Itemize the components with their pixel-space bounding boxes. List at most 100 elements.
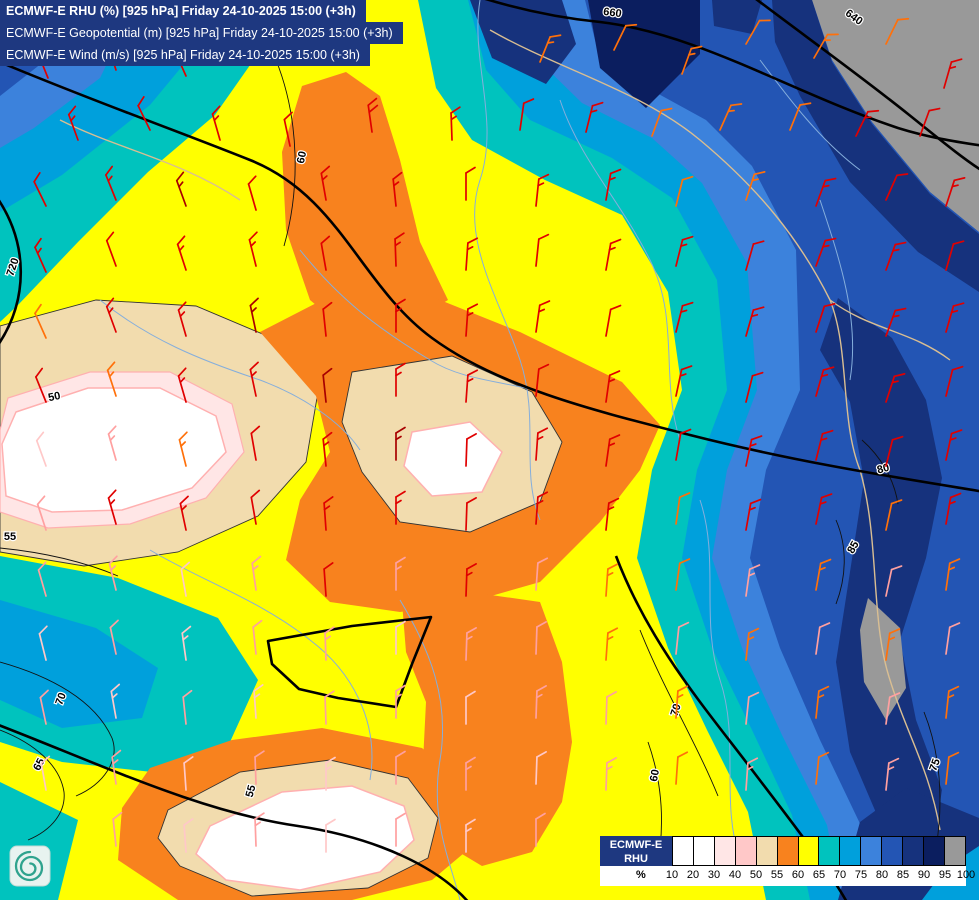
wind-barb bbox=[535, 750, 547, 785]
wind-barb bbox=[38, 625, 48, 661]
wind-barb bbox=[179, 495, 189, 531]
rhu-contour-line bbox=[0, 547, 119, 577]
wind-barb bbox=[885, 628, 901, 661]
wind-barb bbox=[885, 307, 907, 337]
rivers bbox=[99, 0, 861, 900]
wind-barb bbox=[675, 235, 694, 267]
river-line bbox=[299, 249, 561, 401]
wind-barb bbox=[605, 168, 622, 201]
wind-barb bbox=[395, 426, 406, 461]
logo-spiral-icon bbox=[14, 850, 44, 882]
header-line-rhu: ECMWF-E RHU (%) [925 hPa] Friday 24-10-2… bbox=[0, 0, 366, 22]
wind-barb bbox=[395, 556, 406, 591]
wind-barb bbox=[681, 45, 703, 75]
legend-tick-value: 100 bbox=[956, 869, 976, 881]
wind-barb bbox=[250, 489, 261, 525]
wind-barb bbox=[605, 304, 622, 337]
wind-barb bbox=[675, 175, 694, 207]
wind-barb bbox=[33, 171, 47, 207]
wind-barb bbox=[535, 233, 550, 267]
spiral-logo bbox=[9, 845, 51, 887]
wind-barb bbox=[283, 111, 293, 147]
wind-barb bbox=[395, 298, 406, 333]
wind-barb bbox=[211, 105, 221, 141]
wind-barb bbox=[651, 107, 673, 137]
wind-barb bbox=[465, 496, 477, 531]
rhu-contour-line bbox=[0, 729, 65, 841]
wind-barb bbox=[395, 812, 406, 847]
wind-barb bbox=[675, 428, 692, 461]
wind-barb bbox=[535, 427, 549, 461]
contour-labels: 7206606406050557065557060808575 bbox=[3, 5, 944, 800]
wind-barb bbox=[885, 17, 910, 45]
legend-tick-value: 30 bbox=[707, 869, 721, 881]
wind-barb bbox=[745, 306, 765, 337]
wind-barb bbox=[605, 434, 621, 467]
rhu-contour-label: 50 bbox=[47, 390, 61, 404]
wind-barb bbox=[395, 620, 406, 655]
river-line bbox=[699, 499, 741, 861]
wind-barb bbox=[465, 756, 476, 791]
wind-barb bbox=[885, 499, 903, 531]
wind-barb bbox=[106, 361, 117, 397]
wind-barb bbox=[323, 562, 334, 597]
wind-barb bbox=[675, 492, 691, 525]
wind-barb bbox=[885, 565, 903, 597]
wind-barb bbox=[178, 431, 188, 467]
wind-barb bbox=[325, 818, 336, 853]
wind-barb bbox=[605, 370, 621, 403]
rhu-contour-line bbox=[861, 439, 899, 505]
river-line bbox=[149, 549, 373, 781]
wind-barb bbox=[815, 429, 834, 461]
wind-barb bbox=[322, 367, 333, 403]
wind-barb bbox=[535, 173, 550, 207]
orange-top-arm bbox=[282, 72, 448, 332]
wind-barb bbox=[675, 558, 691, 591]
wind-barb bbox=[111, 749, 122, 785]
legend-tick-value: 60 bbox=[791, 869, 805, 881]
border-line bbox=[489, 29, 861, 471]
rhu-contour-lines bbox=[0, 59, 941, 849]
geopotential-contour-line bbox=[755, 0, 979, 171]
map-header: ECMWF-E RHU (%) [925 hPa] Friday 24-10-2… bbox=[0, 0, 403, 66]
legend-tick-value: 75 bbox=[854, 869, 868, 881]
wind-barb bbox=[815, 558, 832, 591]
wind-barb bbox=[945, 751, 960, 785]
wind-barb bbox=[394, 232, 405, 267]
wind-barb bbox=[745, 627, 760, 661]
wind-barb bbox=[813, 33, 839, 59]
gray-corner bbox=[812, 0, 979, 232]
wind-barb bbox=[535, 491, 549, 525]
wind-barb bbox=[367, 97, 379, 133]
wind-barb bbox=[885, 435, 904, 467]
border-line bbox=[859, 469, 941, 831]
legend-color-cell bbox=[673, 837, 694, 865]
river-line bbox=[559, 99, 681, 441]
rhu-contour-line bbox=[639, 629, 719, 797]
legend-color-cell bbox=[693, 837, 715, 865]
wind-barb bbox=[109, 619, 119, 655]
wind-barb bbox=[112, 811, 123, 847]
wind-barb bbox=[605, 563, 619, 597]
wind-barb bbox=[250, 425, 261, 461]
wind-barb bbox=[945, 177, 966, 207]
wind-barb bbox=[253, 684, 264, 719]
wind-barb bbox=[176, 235, 187, 271]
country-borders bbox=[59, 29, 951, 831]
geopotential-contour-label: 660 bbox=[602, 6, 622, 20]
wind-barb bbox=[815, 177, 837, 207]
legend-color-cell bbox=[882, 837, 904, 865]
border-line bbox=[829, 299, 951, 361]
legend-color-cell bbox=[861, 837, 883, 865]
wind-barb bbox=[945, 492, 962, 525]
wind-barb bbox=[395, 490, 406, 525]
wind-barb bbox=[395, 362, 406, 397]
wind-barb bbox=[605, 497, 620, 531]
wind-barb bbox=[465, 818, 476, 853]
wind-barb bbox=[35, 431, 47, 467]
geopotential-contour-line bbox=[484, 0, 979, 147]
wind-barb bbox=[36, 495, 47, 531]
river-line bbox=[399, 599, 461, 900]
legend-color-cell bbox=[777, 837, 799, 865]
right-navy-blob bbox=[820, 298, 942, 852]
